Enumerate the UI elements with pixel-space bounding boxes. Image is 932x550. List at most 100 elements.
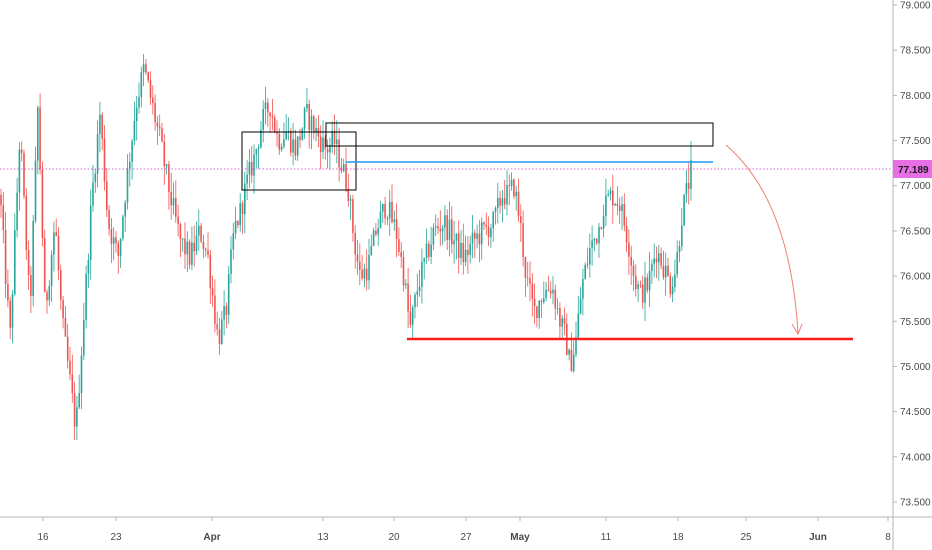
candle-body xyxy=(437,226,439,229)
candle-body xyxy=(561,318,563,327)
candle-body xyxy=(273,117,276,132)
candle-body xyxy=(368,254,370,281)
candle-body xyxy=(490,228,492,238)
candle-body xyxy=(593,238,596,241)
candle-body xyxy=(660,253,662,266)
candle-body xyxy=(464,249,467,263)
candle-body xyxy=(195,235,198,252)
candle-body xyxy=(347,188,350,201)
y-tick-label: 76.500 xyxy=(900,226,931,237)
candle-body xyxy=(34,160,37,222)
candle-body xyxy=(455,233,458,241)
x-tick-label: 18 xyxy=(672,532,684,543)
x-tick-label: 20 xyxy=(388,532,400,543)
candle-body xyxy=(218,329,221,344)
candle-body xyxy=(570,349,573,372)
candle-body xyxy=(158,126,161,129)
candle-body xyxy=(382,203,384,212)
candle-body xyxy=(296,136,299,156)
candle-body xyxy=(591,240,593,249)
candle-body xyxy=(485,224,488,227)
candle-body xyxy=(76,407,78,427)
candle-body xyxy=(533,298,536,307)
price-badge: 77.189 xyxy=(893,160,932,178)
candle-body xyxy=(69,360,71,375)
candle-body xyxy=(223,306,225,320)
x-tick-label: 13 xyxy=(317,532,329,543)
candle-body xyxy=(237,220,239,226)
candle-body xyxy=(184,238,186,255)
candle-body xyxy=(342,164,345,171)
candle-body xyxy=(340,167,343,171)
candle-body xyxy=(191,242,193,265)
candle-body xyxy=(234,220,237,234)
candle-body xyxy=(359,261,361,270)
candle-body xyxy=(428,243,430,257)
candle-body xyxy=(62,300,64,319)
candle-body xyxy=(207,250,209,255)
candle-body xyxy=(678,246,681,253)
candle-body xyxy=(545,289,547,299)
candle-body xyxy=(506,184,508,205)
x-axis: 16 23 Apr 13 20 27 May 11 18 25 Jun 8 xyxy=(0,516,932,543)
y-tick-label: 74.000 xyxy=(900,452,931,463)
candle-body xyxy=(264,102,267,110)
candle-body xyxy=(556,308,559,310)
projection-arrowhead xyxy=(791,323,803,336)
candle-body xyxy=(55,232,57,237)
candle-body xyxy=(655,258,658,263)
candle-body xyxy=(27,249,30,275)
candle-body xyxy=(149,80,152,98)
candle-body xyxy=(145,64,147,73)
candle-body xyxy=(338,139,340,168)
x-tick-label: 8 xyxy=(885,532,891,543)
candle-body xyxy=(66,336,69,361)
candle-body xyxy=(554,289,557,309)
candle-body xyxy=(651,263,653,271)
candle-body xyxy=(301,128,304,140)
candle-body xyxy=(46,292,48,301)
candle-body xyxy=(418,286,421,292)
candle-body xyxy=(372,230,375,247)
candle-body xyxy=(446,215,448,241)
candle-body xyxy=(538,300,540,319)
candle-body xyxy=(43,238,46,293)
candle-body xyxy=(276,131,278,134)
candle-body xyxy=(175,198,177,217)
candle-body xyxy=(161,128,163,142)
candle-body xyxy=(674,274,676,287)
candle-body xyxy=(119,238,122,256)
candle-body xyxy=(71,374,74,394)
candle-body xyxy=(101,114,103,139)
candle-body xyxy=(602,216,605,229)
candle-body xyxy=(147,72,149,81)
candle-body xyxy=(165,164,168,167)
candle-body xyxy=(526,277,529,279)
candle-body xyxy=(221,319,223,344)
candle-body xyxy=(324,137,327,149)
candle-body xyxy=(612,190,614,206)
candle-body xyxy=(462,242,465,263)
candle-body xyxy=(618,205,621,212)
candle-body xyxy=(290,130,292,153)
candle-body xyxy=(582,278,584,299)
candle-body xyxy=(559,308,561,327)
candle-body xyxy=(7,284,9,301)
candle-body xyxy=(246,174,248,184)
candle-body xyxy=(411,307,414,325)
candle-body xyxy=(135,107,138,122)
candle-body xyxy=(85,273,87,320)
candle-body xyxy=(352,199,354,234)
x-tick-label: Apr xyxy=(203,532,220,543)
candle-body xyxy=(690,160,692,189)
candle-body xyxy=(667,265,669,277)
candle-body xyxy=(549,290,552,294)
candle-body xyxy=(388,201,391,219)
candle-body xyxy=(129,161,131,169)
candle-body xyxy=(393,219,396,223)
candle-body xyxy=(584,264,586,279)
candle-body xyxy=(543,298,545,303)
candle-body xyxy=(156,122,159,127)
candle-body xyxy=(345,164,347,189)
